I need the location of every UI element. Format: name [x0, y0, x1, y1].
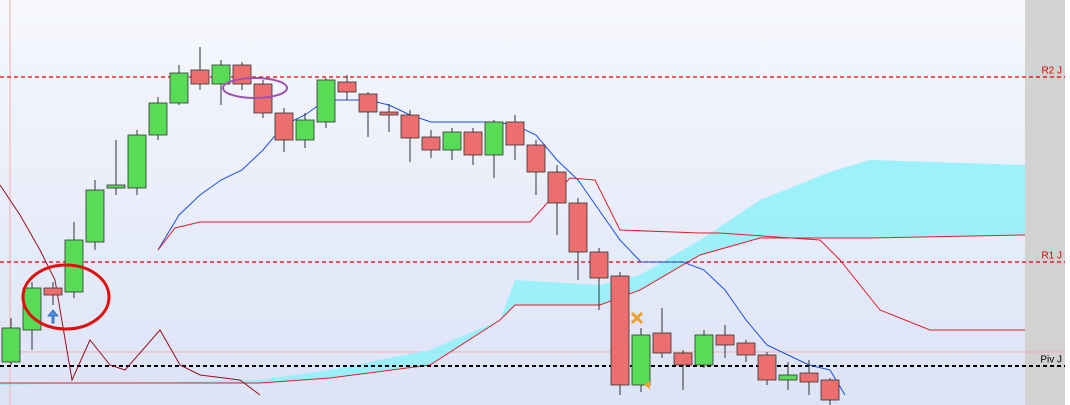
- candle-body: [421, 136, 441, 151]
- candle-body: [568, 202, 588, 253]
- candle-body: [820, 379, 840, 401]
- candle-body: [610, 275, 630, 386]
- candle-body: [106, 184, 126, 189]
- candle-body: [463, 131, 483, 156]
- candle-body: [778, 374, 798, 381]
- buy-arrow: [47, 309, 59, 324]
- candle-body: [589, 251, 609, 279]
- indicator-line: [157, 177, 1025, 331]
- circle-annotation: [21, 263, 111, 331]
- candle-body: [379, 111, 399, 116]
- candle-body: [715, 334, 735, 346]
- candle-body: [85, 189, 105, 243]
- axis-edge: [1065, 0, 1070, 405]
- candle-body: [295, 119, 315, 141]
- candle-body: [799, 372, 819, 383]
- indicator-line: [157, 99, 846, 396]
- candle-body: [442, 131, 462, 151]
- candle-body: [358, 93, 378, 113]
- candle-body: [631, 334, 651, 386]
- triangle-marker: [644, 381, 650, 389]
- candle-body: [274, 112, 294, 141]
- candle-body: [232, 64, 252, 85]
- candle-body: [526, 144, 546, 173]
- annotations: [21, 77, 650, 389]
- candle-body: [757, 354, 777, 381]
- candle-body: [1, 327, 21, 363]
- candle-body: [484, 121, 504, 156]
- candle-body: [673, 352, 693, 366]
- candle-body: [337, 81, 357, 93]
- plot-layer: R2 J R1 J Piv J: [0, 47, 1065, 405]
- ellipse-annotation: [222, 77, 288, 99]
- candle-body: [211, 64, 231, 85]
- level-label: R1 J: [1041, 251, 1062, 262]
- price-axis: [1025, 0, 1065, 405]
- candle-body: [400, 114, 420, 139]
- candle-body: [190, 69, 210, 85]
- candle-body: [736, 342, 756, 356]
- candle-body: [127, 134, 147, 189]
- level-label: Piv J: [1040, 355, 1062, 366]
- candle-body: [694, 334, 714, 366]
- candle-body: [148, 102, 168, 136]
- level-label: R2 J: [1041, 66, 1062, 77]
- candle-body: [316, 79, 336, 123]
- candle-body: [547, 171, 567, 204]
- candle-body: [169, 72, 189, 104]
- candle-body: [43, 287, 63, 296]
- indicator-line: [0, 184, 261, 396]
- cloud: [0, 160, 1025, 385]
- candle-body: [652, 332, 672, 354]
- candle-body: [505, 121, 525, 146]
- span-b-line: [0, 234, 1026, 384]
- cross-marker: [630, 311, 644, 325]
